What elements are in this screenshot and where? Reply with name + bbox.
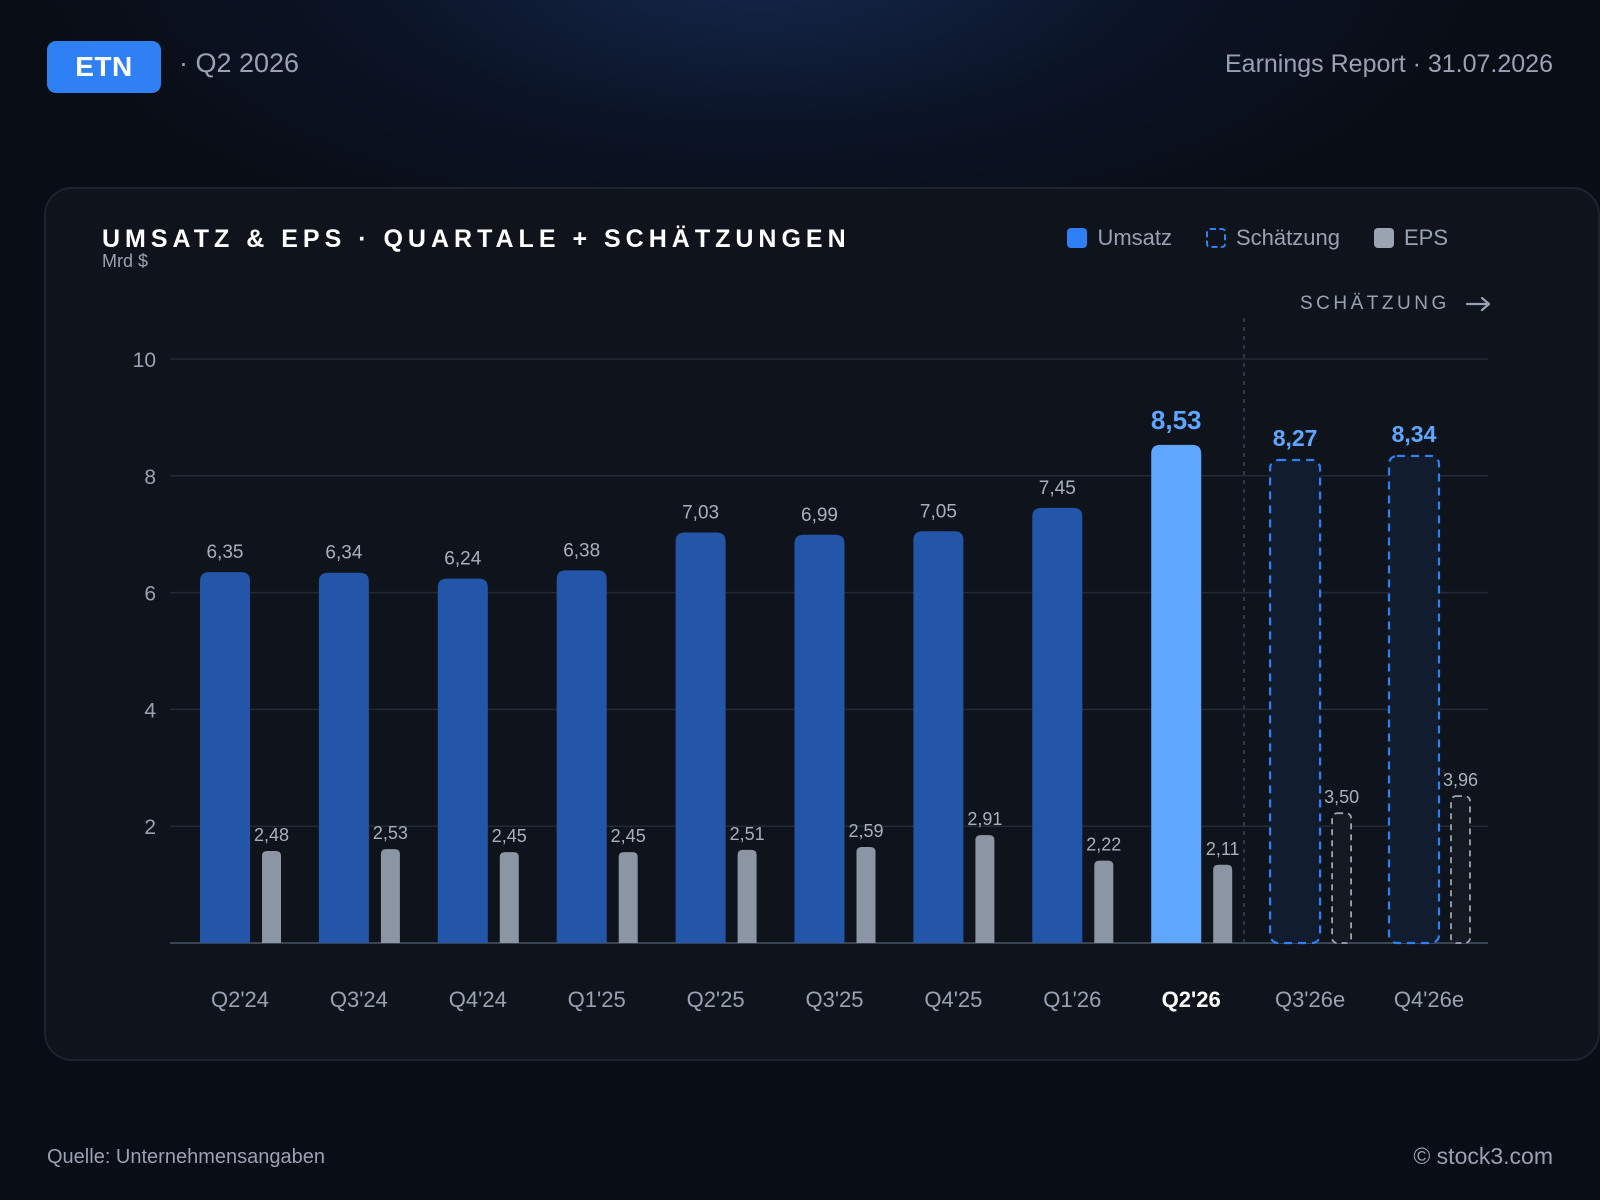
revenue-value-label: 7,03	[682, 502, 719, 523]
x-tick-label: Q4'24	[449, 987, 507, 1012]
eps-value-label: 2,51	[730, 824, 765, 844]
revenue-value-label: 7,45	[1039, 478, 1076, 499]
x-tick-label: Q3'24	[330, 987, 388, 1012]
revenue-value-label: 8,53	[1151, 405, 1202, 435]
revenue-value-label: 8,34	[1392, 421, 1437, 447]
revenue-value-label: 6,34	[325, 543, 362, 564]
revenue-bar-estimate	[1387, 454, 1441, 945]
x-tick-label: Q3'25	[805, 987, 863, 1012]
eps-bar-estimate	[1450, 795, 1471, 944]
revenue-bar	[437, 578, 488, 943]
eps-bar	[618, 852, 638, 943]
revenue-bar	[913, 531, 964, 943]
revenue-value-label: 6,35	[207, 542, 244, 563]
eps-value-label: 2,59	[848, 821, 883, 841]
revenue-value-label: 8,27	[1273, 425, 1318, 451]
eps-bar	[262, 851, 281, 943]
eps-bar-estimate	[1331, 812, 1352, 944]
chart-legend: Umsatz Schätzung EPS	[1067, 225, 1448, 251]
x-tick-label: Q2'25	[687, 987, 745, 1012]
y-tick-label: 4	[144, 699, 156, 722]
eps-value-label: 2,45	[611, 826, 646, 846]
x-tick-label: Q3'26e	[1275, 987, 1345, 1012]
x-tick-label: Q2'24	[211, 987, 269, 1012]
report-date: Earnings Report · 31.07.2026	[1225, 50, 1553, 78]
x-tick-label: Q1'25	[568, 987, 626, 1012]
legend-swatch-eps	[1373, 228, 1394, 248]
legend-label-revenue: Umsatz	[1097, 225, 1172, 250]
revenue-value-label: 6,24	[444, 549, 481, 570]
report-period: · Q2 2026	[179, 48, 300, 78]
eps-value-label: 3,50	[1324, 787, 1359, 807]
x-tick-label: Q1'26	[1043, 987, 1101, 1012]
y-tick-label: 6	[144, 583, 156, 606]
source-note: Quelle: Unternehmensangaben	[47, 1146, 325, 1168]
revenue-value-label: 7,05	[920, 501, 957, 522]
revenue-bar	[556, 570, 607, 943]
eps-value-label: 2,11	[1206, 839, 1240, 859]
y-tick-label: 8	[144, 466, 156, 489]
legend-item-estimate: Schätzung	[1206, 225, 1340, 251]
revenue-value-label: 6,38	[563, 540, 600, 561]
y-tick-label: 10	[133, 349, 156, 372]
ticker-symbol: ETN	[75, 51, 133, 82]
copyright-note: © stock3.com	[1413, 1143, 1553, 1169]
revenue-value-label: 6,99	[801, 505, 838, 526]
revenue-bar	[1151, 444, 1202, 943]
x-tick-label: Q4'25	[924, 987, 982, 1012]
y-tick-label: 2	[144, 816, 156, 839]
estimate-section-label: SCHÄTZUNG	[1300, 293, 1450, 314]
chart-title: UMSATZ & EPS · QUARTALE + SCHÄTZUNGEN	[102, 225, 851, 253]
legend-swatch-revenue	[1067, 228, 1088, 248]
eps-value-label: 2,91	[967, 809, 1002, 829]
eps-value-label: 3,96	[1443, 770, 1478, 790]
revenue-bar	[318, 572, 369, 943]
revenue-bar	[675, 532, 726, 943]
estimate-section-marker: SCHÄTZUNG	[1300, 293, 1492, 315]
eps-value-label: 2,48	[254, 825, 289, 845]
eps-bar	[1094, 860, 1114, 943]
arrow-right-icon	[1465, 296, 1490, 312]
eps-bar	[856, 846, 876, 943]
eps-bar	[380, 849, 400, 943]
legend-swatch-estimate	[1206, 228, 1226, 248]
eps-bar	[975, 835, 995, 943]
eps-value-label: 2,22	[1086, 835, 1121, 855]
legend-label-estimate: Schätzung	[1236, 225, 1340, 250]
revenue-bar-estimate	[1268, 458, 1322, 945]
y-axis-unit: Mrd $	[102, 251, 149, 271]
legend-item-eps: EPS	[1373, 225, 1448, 251]
eps-bar	[737, 849, 757, 943]
revenue-bar	[1032, 507, 1083, 943]
chart-card: UMSATZ & EPS · QUARTALE + SCHÄTZUNGEN Mr…	[44, 187, 1600, 1061]
eps-value-label: 2,45	[492, 826, 527, 846]
eps-bar	[499, 852, 519, 943]
legend-item-revenue: Umsatz	[1067, 225, 1172, 251]
revenue-bar	[794, 534, 845, 943]
ticker-badge: ETN	[47, 41, 161, 93]
revenue-bar	[200, 572, 250, 943]
x-tick-label: Q4'26e	[1394, 987, 1464, 1012]
x-tick-label: Q2'26	[1162, 987, 1221, 1012]
eps-value-label: 2,53	[373, 823, 408, 843]
legend-label-eps: EPS	[1403, 225, 1448, 250]
chart-plot: 2 4 6 8 10 6,35 2,48 Q2'24 6,34 2,53 Q3'24 6,24 2,45…	[133, 318, 1488, 1012]
eps-bar	[1213, 864, 1233, 943]
